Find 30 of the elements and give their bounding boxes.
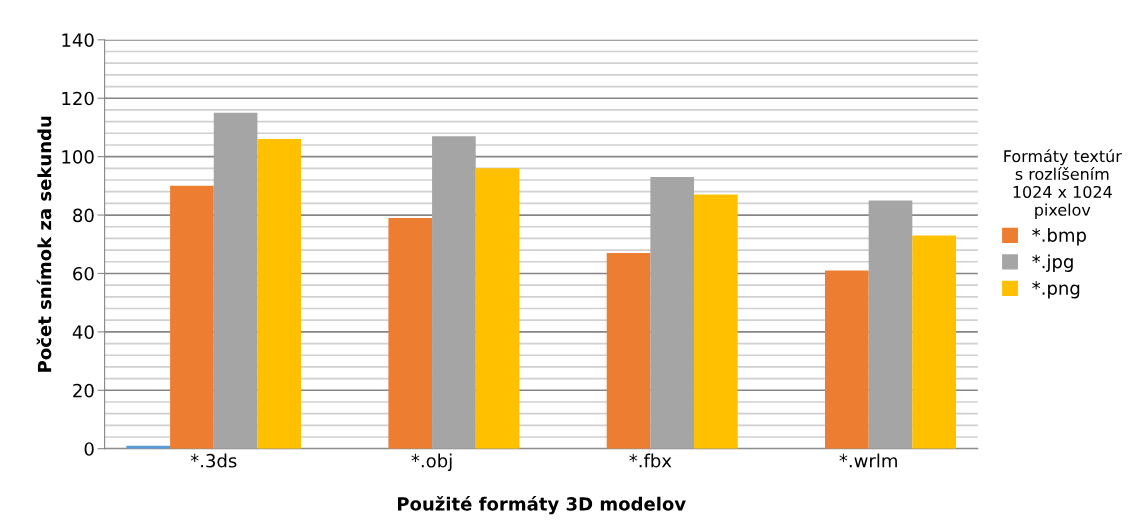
y-tick-label: 0 [84,442,94,456]
bar [475,168,520,449]
x-tick-label: *.wrlm [839,453,897,468]
y-tick-label: 100 [62,150,94,164]
bar [606,253,651,449]
y-axis-title: Počet snímok za sekundu [36,116,52,372]
bar [432,136,476,449]
legend-title: Formáty textúr s rozlíšením 1024 x 1024 pixelov [1004,149,1122,219]
bar [213,112,258,449]
y-tick-label: 20 [73,383,94,398]
bar [868,200,913,449]
bar [694,194,738,449]
x-tick-label: *.fbx [629,453,672,468]
bar [912,235,956,449]
x-axis-title: Použité formáty 3D modelov [397,496,686,515]
legend-label: *.bmp [1032,227,1086,246]
y-tick-label: 120 [62,91,94,106]
legend-label: *.png [1032,281,1080,299]
bar [825,270,869,449]
y-tick-label: 40 [72,325,94,339]
y-tick-label: 60 [73,266,94,281]
legend-label: *.jpg [1032,254,1073,272]
y-tick-label: 140 [62,33,94,47]
x-tick-label: *.3ds [190,453,237,468]
bar [388,217,433,449]
y-tick-label: 80 [73,208,94,223]
x-tick-label: *.obj [411,453,452,472]
bar [170,185,214,449]
bar [257,139,302,449]
bar [650,177,695,449]
